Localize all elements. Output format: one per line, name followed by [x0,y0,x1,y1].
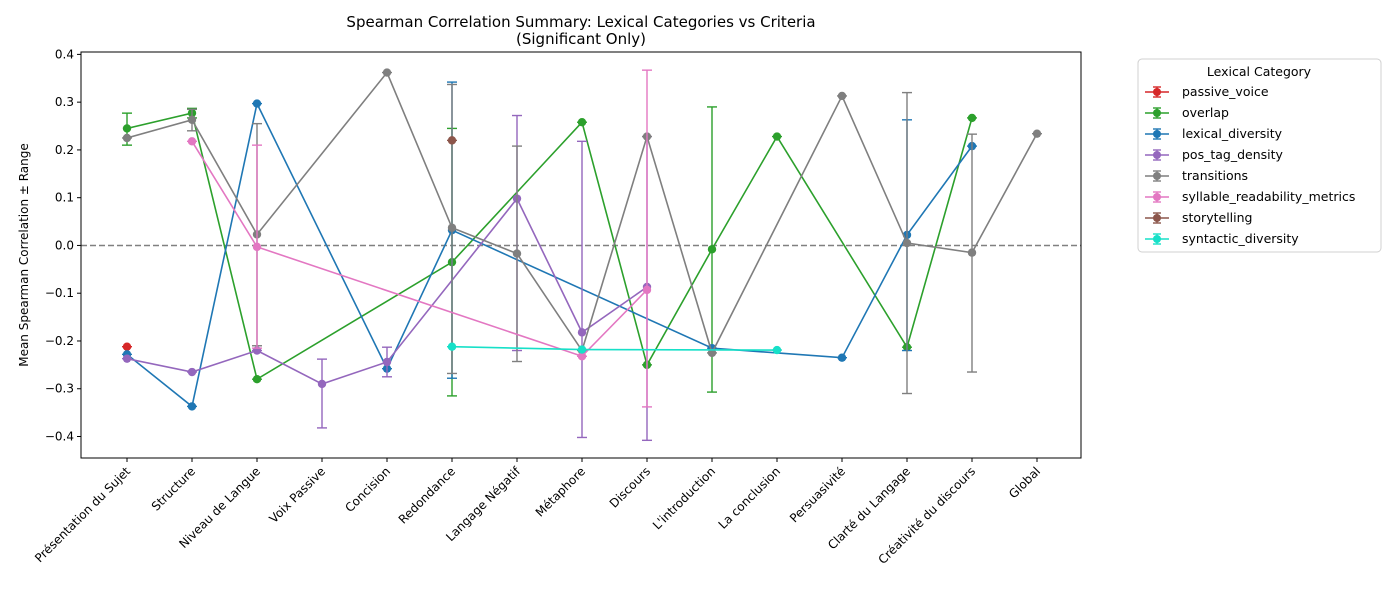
data-point [772,345,782,355]
y-tick-label: −0.4 [45,430,74,444]
y-tick-label: 0.1 [55,191,74,205]
y-tick-label: 0.4 [55,47,74,61]
data-point [837,91,847,101]
chart-subtitle: (Significant Only) [516,30,646,48]
x-tick-label: L'introduction [650,464,718,532]
legend-marker [1153,130,1161,138]
plot-area [81,68,1081,442]
data-point [447,136,457,145]
x-tick-label: Concision [342,464,393,515]
legend-frame [1137,58,1382,253]
x-tick-label: Redondance [396,464,458,526]
x-tick-label: Voix Passive [266,464,328,526]
data-point [577,352,587,361]
y-tick-label: 0.2 [55,143,74,157]
data-point [707,245,717,254]
x-tick-label: Discours [607,464,653,510]
data-point [382,357,392,367]
data-point [967,248,977,257]
data-point [837,353,847,362]
data-point [252,99,262,108]
legend-title: Lexical Category [1207,64,1312,79]
data-point [187,402,197,411]
legend-item-pos_tag_density: pos_tag_density [1145,147,1284,162]
data-point [512,249,522,258]
series-storytelling [447,136,457,145]
x-tick-label: Présentation du Sujet [32,464,133,565]
x-tick-label: Structure [149,464,198,513]
data-point [577,118,587,127]
x-tick-label: Persuasivité [787,464,848,525]
legend-label: syllable_readability_metrics [1182,189,1355,204]
data-point [447,342,457,351]
data-point [317,379,327,389]
series-lexical_diversity [122,81,977,411]
legend-marker [1153,88,1161,96]
data-point [187,137,197,146]
chart-title: Spearman Correlation Summary: Lexical Ca… [346,13,815,31]
series-syntactic_diversity [447,342,782,355]
legend-label: passive_voice [1182,84,1269,99]
series-line [451,345,778,351]
legend-item-overlap: overlap [1145,105,1229,120]
legend-marker [1153,109,1161,117]
data-point [122,133,132,143]
data-point [187,367,197,377]
legend-marker [1153,214,1161,222]
legend-marker [1153,193,1161,201]
data-point [447,223,457,232]
legend-item-lexical_diversity: lexical_diversity [1145,126,1283,141]
legend-item-storytelling: storytelling [1145,210,1252,225]
legend-item-transitions: transitions [1145,168,1248,183]
y-tick-label: −0.1 [45,286,74,300]
y-tick-label: −0.3 [45,382,74,396]
legend-label: syntactic_diversity [1182,231,1299,246]
y-tick-label: 0.0 [55,238,74,252]
data-point [382,68,392,77]
data-point [252,242,262,252]
series-line [126,197,648,385]
series-syllable_readability_metrics [187,69,652,408]
legend-label: lexical_diversity [1182,126,1283,141]
y-tick-label: −0.2 [45,334,74,348]
data-point [122,342,132,351]
legend-item-syntactic_diversity: syntactic_diversity [1145,231,1299,246]
y-tick-label: 0.3 [55,95,74,109]
data-point [577,345,587,354]
data-point [967,113,977,123]
plot-content [81,68,1081,442]
legend-marker [1153,151,1161,159]
data-point [642,285,652,295]
x-tick-label: Global [1006,464,1043,501]
data-point [707,348,717,358]
data-point [122,124,132,133]
y-axis-label: Mean Spearman Correlation ± Range [17,143,31,367]
data-point [252,374,262,384]
legend-label: pos_tag_density [1182,147,1284,162]
data-point [902,238,912,248]
plot-frame [80,51,1082,459]
legend-label: overlap [1182,105,1229,120]
series-pos_tag_density [122,114,652,442]
x-tick-label: Métaphore [533,464,588,519]
data-point [772,132,782,141]
data-point [187,115,197,125]
y-axis: −0.4 −0.3 −0.2 −0.1 0.0 0.1 0.2 0.3 0.4 [45,47,81,444]
legend-marker [1153,235,1161,243]
legend-marker [1153,172,1161,180]
legend-label: storytelling [1182,210,1252,225]
legend-item-syllable_readability_metrics: syllable_readability_metrics [1145,189,1355,204]
series-passive_voice [122,342,132,351]
legend-item-passive_voice: passive_voice [1145,84,1269,99]
series-line [191,140,648,358]
legend-label: transitions [1182,168,1248,183]
data-point [577,328,587,337]
x-tick-label: La conclusion [716,464,784,532]
series-line [126,101,973,408]
data-point [122,354,132,363]
data-point [1032,129,1042,138]
